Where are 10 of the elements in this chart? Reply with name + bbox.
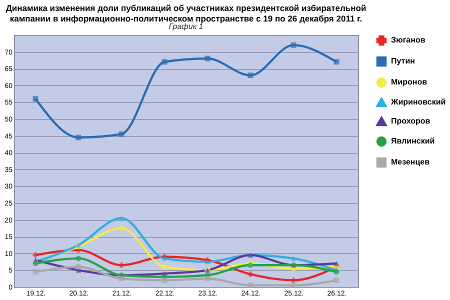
legend-label: Миронов — [391, 78, 428, 86]
legend-label: Мезенцев — [391, 158, 430, 166]
text: кампании в информационно-политическом пространстве с 19 по 26 декабря 2011 г. — [10, 14, 362, 24]
legend-label: Зюганов — [391, 36, 426, 44]
text: График 1 — [168, 22, 204, 31]
legend-label: Явлинский — [391, 136, 435, 146]
legend-label: Путин — [391, 56, 416, 66]
legend-label: Прохоров — [391, 116, 430, 126]
text: Динамика изменения доли публикаций об участниках президентской избирательной — [6, 3, 366, 13]
legend-label: Жириновский — [390, 98, 446, 106]
